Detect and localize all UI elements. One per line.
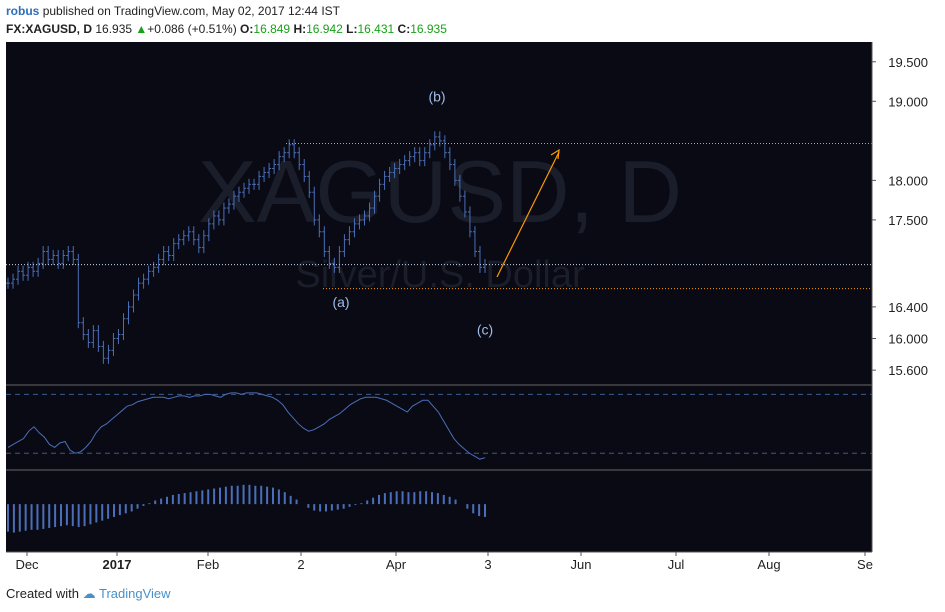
time-axis[interactable]: Dec 2017 Feb 2 Apr 3 Jun Jul Aug Se bbox=[6, 551, 873, 572]
wave-label: (c) bbox=[477, 322, 493, 338]
time-tick-label: 2 bbox=[297, 557, 304, 572]
wave-label: (a) bbox=[332, 294, 349, 310]
symbol-label: FX:XAGUSD, D bbox=[6, 22, 93, 36]
open-label: O: bbox=[240, 22, 254, 36]
open-value: 16.849 bbox=[253, 22, 291, 36]
footer: Created with ☁ TradingView bbox=[6, 586, 171, 602]
time-tick-label: 2017 bbox=[103, 557, 132, 572]
publish-text: published on TradingView.com, May 02, 20… bbox=[42, 4, 340, 18]
target-arrow[interactable] bbox=[496, 151, 560, 278]
low-value: 16.431 bbox=[357, 22, 395, 36]
last-price: 16.935 bbox=[95, 22, 133, 36]
time-tick-label: Jul bbox=[668, 557, 685, 572]
symbol-info: FX:XAGUSD, D 16.935 ▲+0.086 (+0.51%) O:1… bbox=[6, 22, 447, 36]
close-label: C: bbox=[397, 22, 411, 36]
watermark-description: Silver/U.S. Dollar bbox=[295, 254, 585, 296]
up-triangle-icon: ▲ bbox=[135, 22, 148, 36]
low-label: L: bbox=[346, 22, 358, 36]
time-tick-label: Jun bbox=[571, 557, 592, 572]
price-series bbox=[6, 131, 487, 364]
time-tick-label: Apr bbox=[386, 557, 407, 572]
macd-pane: 0.0000 bbox=[7, 484, 928, 533]
arrow-head-icon bbox=[550, 148, 560, 160]
price-tick-label: 16.400 bbox=[888, 300, 928, 315]
price-tick-label: 16.000 bbox=[888, 332, 928, 347]
time-tick-label: Aug bbox=[757, 557, 780, 572]
price-tick-label: 19.000 bbox=[888, 94, 928, 109]
chart-area[interactable]: XAGUSD, D Silver/U.S. Dollar 18.46716.63… bbox=[0, 42, 945, 586]
time-tick-label: Dec bbox=[15, 557, 39, 572]
created-with-text: Created with bbox=[6, 586, 79, 601]
rsi-line bbox=[7, 392, 486, 460]
time-tick-label: 3 bbox=[484, 557, 491, 572]
plot-background bbox=[6, 42, 872, 552]
price-change: +0.086 (+0.51%) bbox=[147, 22, 237, 36]
price-tick-label: 15.600 bbox=[888, 363, 928, 378]
price-tick-label: 17.500 bbox=[888, 213, 928, 228]
author-link[interactable]: robus bbox=[6, 4, 40, 18]
wave-labels: (a) (b) (c) bbox=[332, 89, 493, 338]
high-value: 16.942 bbox=[306, 22, 343, 36]
time-tick-label: Feb bbox=[197, 557, 219, 572]
publish-info: robus published on TradingView.com, May … bbox=[6, 4, 340, 18]
high-label: H: bbox=[293, 22, 307, 36]
wave-label: (b) bbox=[428, 89, 445, 105]
watermark-symbol: XAGUSD, D bbox=[198, 142, 682, 241]
price-tick-label: 19.500 bbox=[888, 55, 928, 70]
price-axis-background bbox=[872, 42, 945, 552]
time-tick-label: Se bbox=[857, 557, 873, 572]
price-tick-label: 18.000 bbox=[888, 173, 928, 188]
price-axis[interactable]: 19.500 19.000 18.000 17.500 16.400 16.000 15.6… bbox=[871, 42, 945, 552]
tradingview-cloud-icon: ☁ bbox=[82, 586, 96, 601]
tradingview-link[interactable]: TradingView bbox=[99, 586, 171, 601]
close-value: 16.935 bbox=[410, 22, 447, 36]
